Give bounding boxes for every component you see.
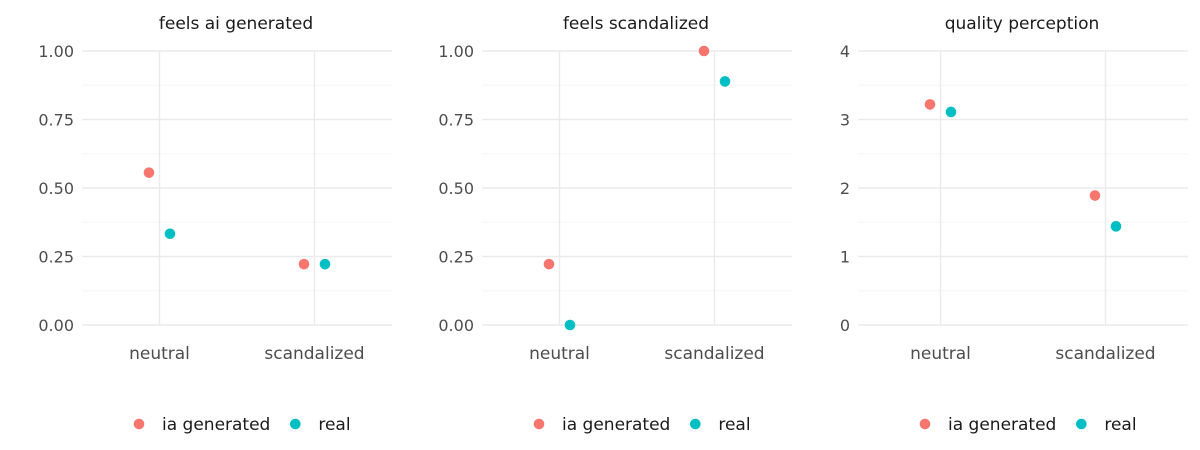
legend-label: ia generated (562, 415, 670, 435)
legend-label: real (1104, 415, 1136, 435)
data-point-real (319, 258, 331, 270)
data-point-ia-generated (143, 167, 155, 178)
data-point-ia-generated (543, 258, 555, 270)
y-tick-label: 0.75 (38, 111, 74, 130)
y-tick-label: 1.00 (438, 42, 474, 61)
panel-1: feels ai generated 0.00 0.25 0.50 0.75 1.00 ne… (38, 14, 392, 435)
data-point-ia-generated (924, 99, 936, 110)
legend-label: real (718, 415, 750, 435)
y-tick-label: 0 (840, 316, 850, 335)
panel-title: quality perception (945, 14, 1100, 34)
legend-label: ia generated (948, 415, 1056, 435)
x-tick-label: neutral (129, 344, 190, 364)
data-point-real (1110, 221, 1122, 232)
x-tick-label: scandalized (1055, 344, 1155, 364)
legend-label: ia generated (162, 415, 270, 435)
y-tick-label: 3 (840, 111, 850, 130)
legend-key-ia-generated (919, 418, 931, 430)
y-tick-label: 0.75 (438, 111, 474, 130)
data-point-real (945, 106, 957, 118)
legend-label: real (318, 415, 350, 435)
y-tick-label: 0.00 (38, 316, 74, 335)
x-tick-label: scandalized (664, 344, 764, 364)
legend: ia generated real (919, 415, 1137, 435)
data-point-real (719, 76, 731, 87)
legend-key-ia-generated (133, 418, 145, 430)
legend-key-real (1076, 418, 1087, 430)
x-tick-label: neutral (529, 344, 590, 364)
data-point-real (164, 228, 176, 240)
y-tick-label: 0.50 (38, 179, 74, 198)
data-point-real (564, 319, 576, 331)
y-tick-label: 1 (840, 248, 850, 267)
panel-title: feels scandalized (563, 14, 709, 34)
data-point-ia-generated (1089, 190, 1101, 201)
x-tick-label: scandalized (264, 344, 364, 364)
legend-key-real (690, 418, 701, 430)
y-tick-label: 4 (840, 42, 850, 61)
y-tick-label: 0.25 (38, 248, 74, 267)
legend-key-ia-generated (533, 418, 545, 430)
panel-3: quality perception 0 1 2 3 4 neutral scandalize… (840, 14, 1188, 435)
y-tick-label: 0.50 (438, 179, 474, 198)
y-tick-label: 1.00 (38, 42, 74, 61)
y-tick-label: 0.25 (438, 248, 474, 267)
y-tick-label: 2 (840, 179, 850, 198)
data-point-ia-generated (298, 258, 310, 270)
x-tick-label: neutral (910, 344, 971, 364)
panel-2: feels scandalized 0.00 0.25 0.50 0.75 1.00 neu… (438, 14, 792, 435)
y-tick-label: 0.00 (438, 316, 474, 335)
panel-title: feels ai generated (159, 14, 313, 34)
legend-key-real (290, 418, 301, 430)
data-point-ia-generated (698, 45, 710, 57)
legend: ia generated real (133, 415, 351, 435)
legend: ia generated real (533, 415, 751, 435)
